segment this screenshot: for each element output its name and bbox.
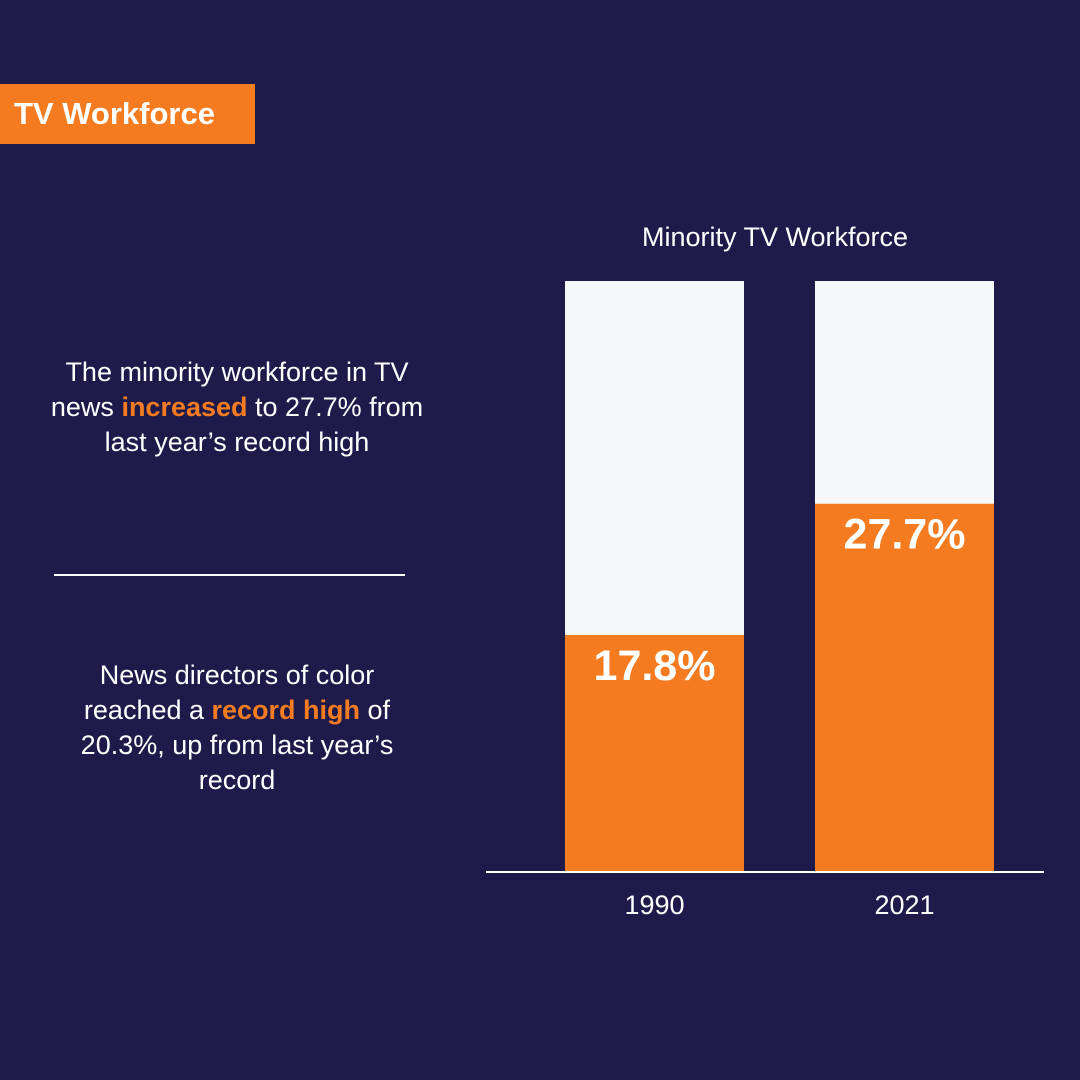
data-label-2021: 27.7% <box>844 511 966 559</box>
fact-note-workforce: The minority workforce in TV news increa… <box>50 355 424 460</box>
x-tick-label-2021: 2021 <box>874 890 934 920</box>
fact-note-news-directors: News directors of color reached a record… <box>50 658 424 798</box>
fact-note-highlight: increased <box>121 392 248 422</box>
fact-note-highlight: record high <box>211 695 361 725</box>
fact-note-text: of 20.3%, up from last year’s record <box>80 695 394 795</box>
data-label-1990: 17.8% <box>594 642 716 690</box>
fact-note-text: The minority workforce in TV news <box>50 357 409 422</box>
bar-2021 <box>815 503 994 871</box>
x-tick-label-1990: 1990 <box>624 890 684 920</box>
divider-line <box>54 574 405 576</box>
fact-note-text: News directors of color reached a <box>83 660 375 725</box>
chart-title: Minority TV Workforce <box>642 222 908 252</box>
section-tag-label: TV Workforce <box>14 96 215 131</box>
fact-note-text: to 27.7% from last year’s record high <box>104 392 424 457</box>
bar-1990 <box>565 635 744 871</box>
section-tag: TV Workforce <box>0 84 255 144</box>
